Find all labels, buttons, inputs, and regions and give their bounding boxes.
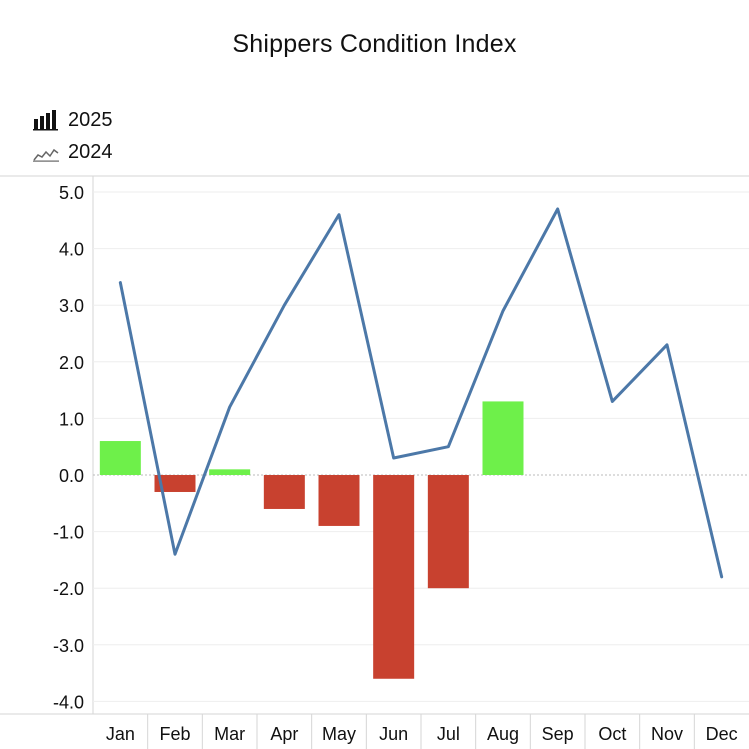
y-tick-label: -3.0 bbox=[53, 636, 84, 656]
x-tick-label: Nov bbox=[651, 724, 683, 744]
y-tick-label: -2.0 bbox=[53, 579, 84, 599]
x-tick-label: Oct bbox=[598, 724, 626, 744]
y-tick-label: 4.0 bbox=[59, 240, 84, 260]
bar-2025 bbox=[427, 475, 469, 589]
bar-2025 bbox=[154, 475, 196, 492]
bar-chart-icon bbox=[33, 110, 58, 131]
y-tick-label: 1.0 bbox=[59, 409, 84, 429]
y-tick-label: -4.0 bbox=[53, 692, 84, 712]
x-tick-label: Jul bbox=[437, 724, 460, 744]
bar-2025 bbox=[318, 475, 360, 526]
chart-title: Shippers Condition Index bbox=[232, 30, 517, 58]
x-tick-label: Feb bbox=[159, 724, 190, 744]
legend-item-2024[interactable]: 2024 bbox=[32, 136, 113, 168]
line-2024 bbox=[118, 207, 724, 579]
x-tick-label: May bbox=[322, 724, 356, 744]
y-tick-label: 3.0 bbox=[59, 296, 84, 316]
x-tick-label: Jun bbox=[379, 724, 408, 744]
x-tick-label: Mar bbox=[214, 724, 245, 744]
y-tick-label: 5.0 bbox=[59, 183, 84, 203]
bar-2025 bbox=[373, 475, 415, 679]
legend: 2025 2024 bbox=[32, 104, 113, 168]
bar-2025 bbox=[99, 441, 141, 475]
line-chart-icon bbox=[33, 148, 59, 162]
bar-2025 bbox=[482, 401, 524, 475]
y-tick-label: 0.0 bbox=[59, 466, 84, 486]
legend-label-2024: 2024 bbox=[68, 141, 113, 163]
legend-item-2025[interactable]: 2025 bbox=[32, 104, 113, 136]
y-tick-label: 2.0 bbox=[59, 353, 84, 373]
x-tick-label: Aug bbox=[487, 724, 519, 744]
y-tick-label: -1.0 bbox=[53, 523, 84, 543]
bar-2025 bbox=[209, 469, 251, 475]
x-tick-label: Dec bbox=[706, 724, 738, 744]
x-tick-label: Jan bbox=[106, 724, 135, 744]
x-tick-label: Apr bbox=[270, 724, 298, 744]
x-tick-label: Sep bbox=[542, 724, 574, 744]
bar-2025 bbox=[263, 475, 305, 509]
legend-label-2025: 2025 bbox=[68, 109, 113, 131]
